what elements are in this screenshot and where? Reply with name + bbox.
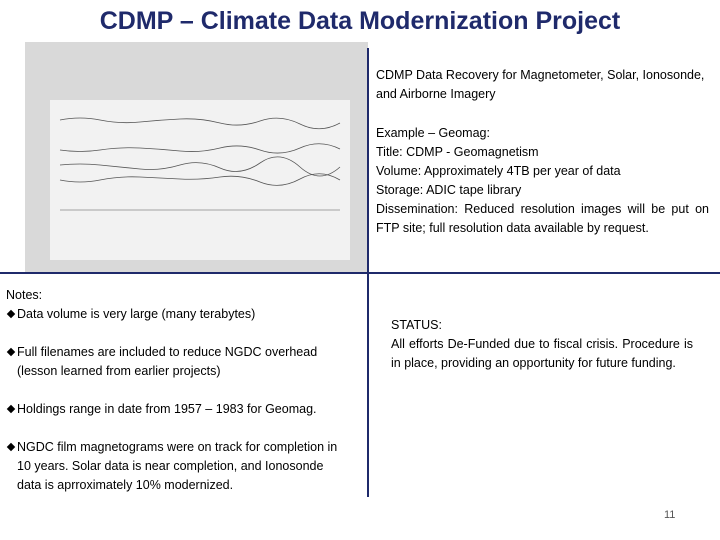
slide-title: CDMP – Climate Data Modernization Projec… — [99, 7, 621, 35]
status-heading: STATUS: — [391, 318, 442, 332]
notes: Notes: Data volume is very large (many t… — [6, 286, 346, 514]
field-label: Dissemination: — [376, 202, 458, 216]
status: STATUS: All efforts De-Funded due to fis… — [391, 316, 693, 373]
field-label: Storage: — [376, 183, 424, 197]
magnetogram-film — [50, 100, 350, 260]
field-label: Title: — [376, 145, 403, 159]
notes-list: Data volume is very large (many terabyte… — [6, 305, 346, 495]
summary: CDMP Data Recovery for Magnetometer, Sol… — [376, 68, 705, 101]
note-item: Holdings range in date from 1957 – 1983 … — [6, 400, 346, 419]
note-item: Data volume is very large (many terabyte… — [6, 305, 346, 324]
page-number: 11 — [664, 509, 676, 521]
note-item: NGDC film magnetograms were on track for… — [6, 438, 346, 495]
note-item: Full filenames are included to reduce NG… — [6, 343, 346, 381]
field: Title: CDMP - Geomagnetism — [376, 143, 709, 162]
field: Storage: ADIC tape library — [376, 181, 709, 200]
example-block: Example – Geomag: Title: CDMP - Geomagne… — [376, 124, 709, 238]
field-value: ADIC tape library — [426, 183, 522, 197]
field-label: Volume: — [376, 164, 422, 178]
field-value: Reduced resolution images will be put on… — [376, 202, 709, 235]
field-value: CDMP - Geomagnetism — [406, 145, 539, 159]
status-text: All efforts De-Funded due to fiscal cris… — [391, 337, 693, 370]
magnetogram-traces — [59, 117, 341, 211]
field: Volume: Approximately 4TB per year of da… — [376, 162, 709, 181]
field-value: Approximately 4TB per year of data — [423, 164, 621, 178]
field: Dissemination: Reduced resolution images… — [376, 200, 709, 238]
notes-heading: Notes: — [6, 288, 43, 302]
example-heading: Example – Geomag: — [376, 126, 490, 140]
